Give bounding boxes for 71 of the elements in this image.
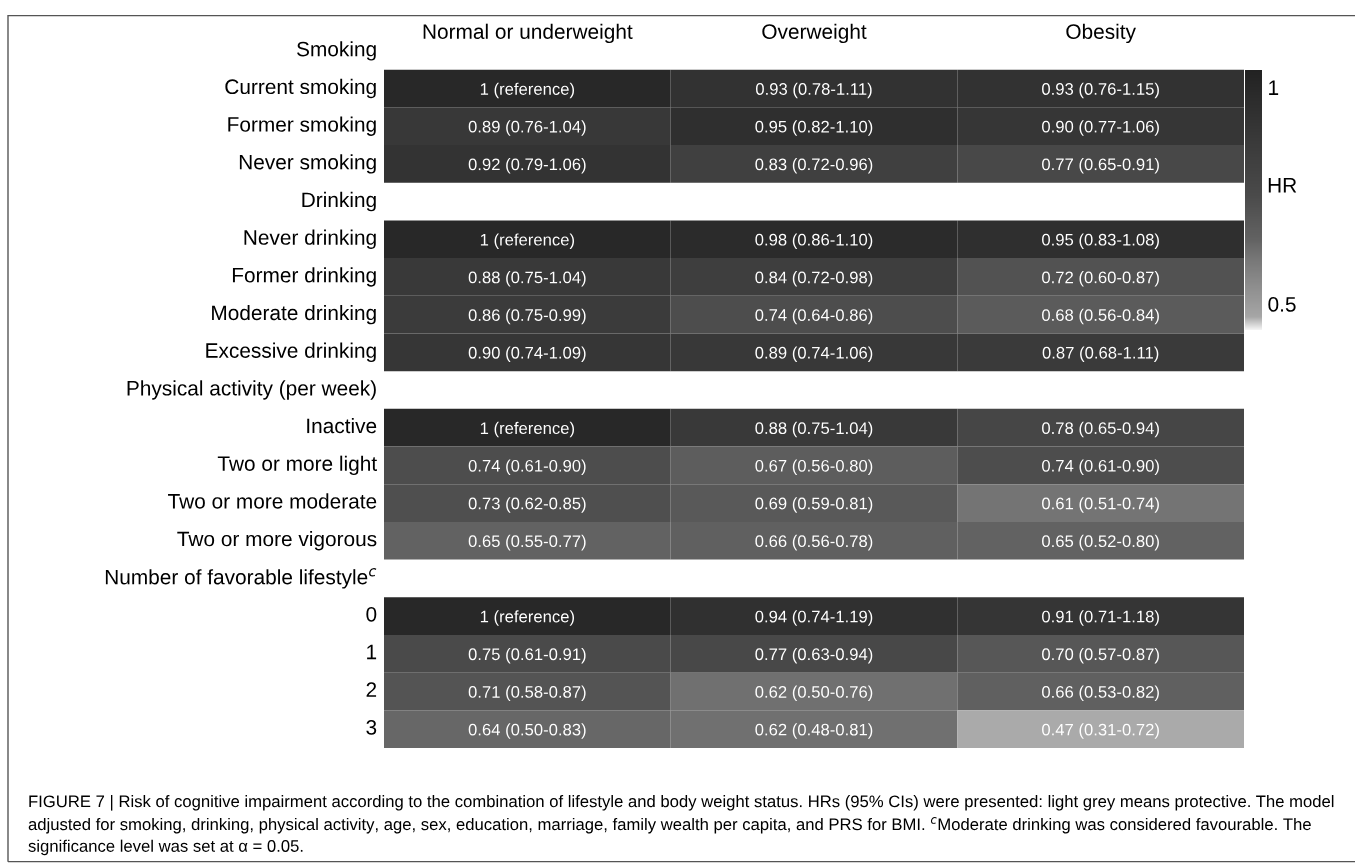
data-label: 0.68 (0.56-0.84) [1042, 308, 1159, 325]
data-label: 0.92 (0.79-1.06) [468, 158, 586, 174]
data-label: 0.47 (0.31-0.72) [1042, 723, 1159, 739]
data-label: 0.89 (0.74-1.06) [755, 346, 873, 362]
y-tick-label: 1 [367, 644, 377, 660]
y-tick-label: Excessive drinking [206, 342, 376, 363]
y-tick-label: 3 [366, 720, 377, 735]
data-label: 0.75 (0.61-0.91) [468, 647, 586, 664]
y-tick-label: Number of favorable lifestyle$^{c}$ [105, 568, 377, 589]
data-label: 0.74 (0.64-0.86) [755, 308, 873, 325]
y-tick-label: Inactive [307, 417, 377, 434]
data-label: 1 (reference) [480, 233, 575, 249]
x-tick-label: Overweight [762, 23, 867, 44]
data-label: 1 (reference) [480, 421, 575, 438]
y-tick-label: 2 [366, 682, 377, 697]
data-label: 0.91 (0.71-1.18) [1042, 610, 1159, 626]
data-label: 0.65 (0.55-0.77) [468, 534, 586, 551]
y-tick-label: 0 [366, 606, 377, 622]
data-label: 0.71 (0.58-0.87) [468, 685, 586, 702]
data-label: 0.61 (0.51-0.74) [1042, 497, 1159, 513]
y-tick-label: Former smoking [228, 116, 376, 136]
y-tick-label: Current smoking [225, 78, 376, 99]
data-label: 0.72 (0.60-0.87) [1042, 271, 1159, 287]
data-label: 0.66 (0.53-0.82) [1042, 685, 1159, 702]
data-label: 1 (reference) [480, 82, 575, 99]
data-label: 0.62 (0.50-0.76) [755, 685, 873, 702]
y-tick-label: Never drinking [244, 229, 376, 249]
data-label: 0.78 (0.65-0.94) [1042, 421, 1159, 438]
color-bar-label: 0.5 [1268, 297, 1296, 312]
data-label: 0.90 (0.77-1.06) [1042, 120, 1159, 136]
y-tick-label: Never smoking [239, 154, 376, 174]
data-label: 0.93 (0.76-1.15) [1042, 82, 1159, 99]
y-tick-label: Physical activity (per week) [127, 380, 376, 400]
data-label: 0.77 (0.65-0.91) [1042, 158, 1159, 174]
x-tick-label: Normal or underweight [423, 23, 633, 44]
y-tick-label: Two or more light [217, 455, 377, 476]
data-label: 0.73 (0.62-0.85) [468, 497, 586, 513]
y-tick-label: Former drinking [232, 267, 376, 287]
data-label: 0.66 (0.56-0.78) [755, 534, 873, 551]
data-label: 0.95 (0.82-1.10) [755, 120, 873, 136]
y-tick-label: Two or more moderate [168, 493, 377, 509]
y-tick-label: Drinking [302, 191, 376, 212]
data-label: 0.74 (0.61-0.90) [1042, 459, 1159, 476]
data-label: 0.95 (0.83-1.08) [1042, 233, 1159, 249]
data-label: 0.98 (0.86-1.10) [755, 233, 873, 249]
data-label: 0.83 (0.72-0.96) [755, 158, 873, 174]
data-label: 0.87 (0.68-1.11) [1042, 346, 1159, 362]
data-label: 0.74 (0.61-0.90) [468, 459, 586, 476]
data-label: 0.94 (0.74-1.19) [755, 610, 873, 626]
color-bar-title: HR [1268, 178, 1297, 193]
data-label: 0.89 (0.76-1.04) [468, 120, 586, 136]
color-bar-label: 1 [1269, 80, 1279, 95]
data-label: 1 (reference) [480, 610, 575, 626]
y-tick-label: Two or more vigorous [177, 531, 377, 551]
y-tick-label: Moderate drinking [212, 304, 376, 325]
data-label: 0.65 (0.52-0.80) [1042, 534, 1159, 551]
data-label: 0.86 (0.75-0.99) [468, 308, 586, 325]
data-label: 0.62 (0.48-0.81) [755, 723, 873, 739]
text: FIGURE 7 | Risk of cognitive impairment according to the combination of lifestyle and body weight status. HRs (95% CIs) were presented: light grey means protective. The model adjusted for smoking, drinking, physical activity, age, sex, education, marriage, family wealth per capita, and PRS for BMI. $^{c}$Moderate drinking was considered favourable. The significance level was set at α = 0.05. [28, 795, 1334, 856]
data-label: 0.77 (0.63-0.94) [755, 647, 873, 664]
data-label: 0.64 (0.50-0.83) [468, 723, 586, 739]
data-label: 0.93 (0.78-1.11) [755, 82, 872, 99]
data-label: 0.88 (0.75-1.04) [755, 421, 873, 438]
data-label: 0.88 (0.75-1.04) [468, 271, 586, 287]
data-label: 0.69 (0.59-0.81) [755, 497, 873, 513]
y-tick-label: Smoking [297, 41, 376, 61]
data-label: 0.67 (0.56-0.80) [755, 459, 873, 476]
data-label: 0.90 (0.74-1.09) [468, 346, 586, 362]
data-label: 0.84 (0.72-0.98) [755, 271, 873, 287]
data-label: 0.70 (0.57-0.87) [1042, 647, 1159, 664]
x-tick-label: Obesity [1066, 23, 1136, 44]
